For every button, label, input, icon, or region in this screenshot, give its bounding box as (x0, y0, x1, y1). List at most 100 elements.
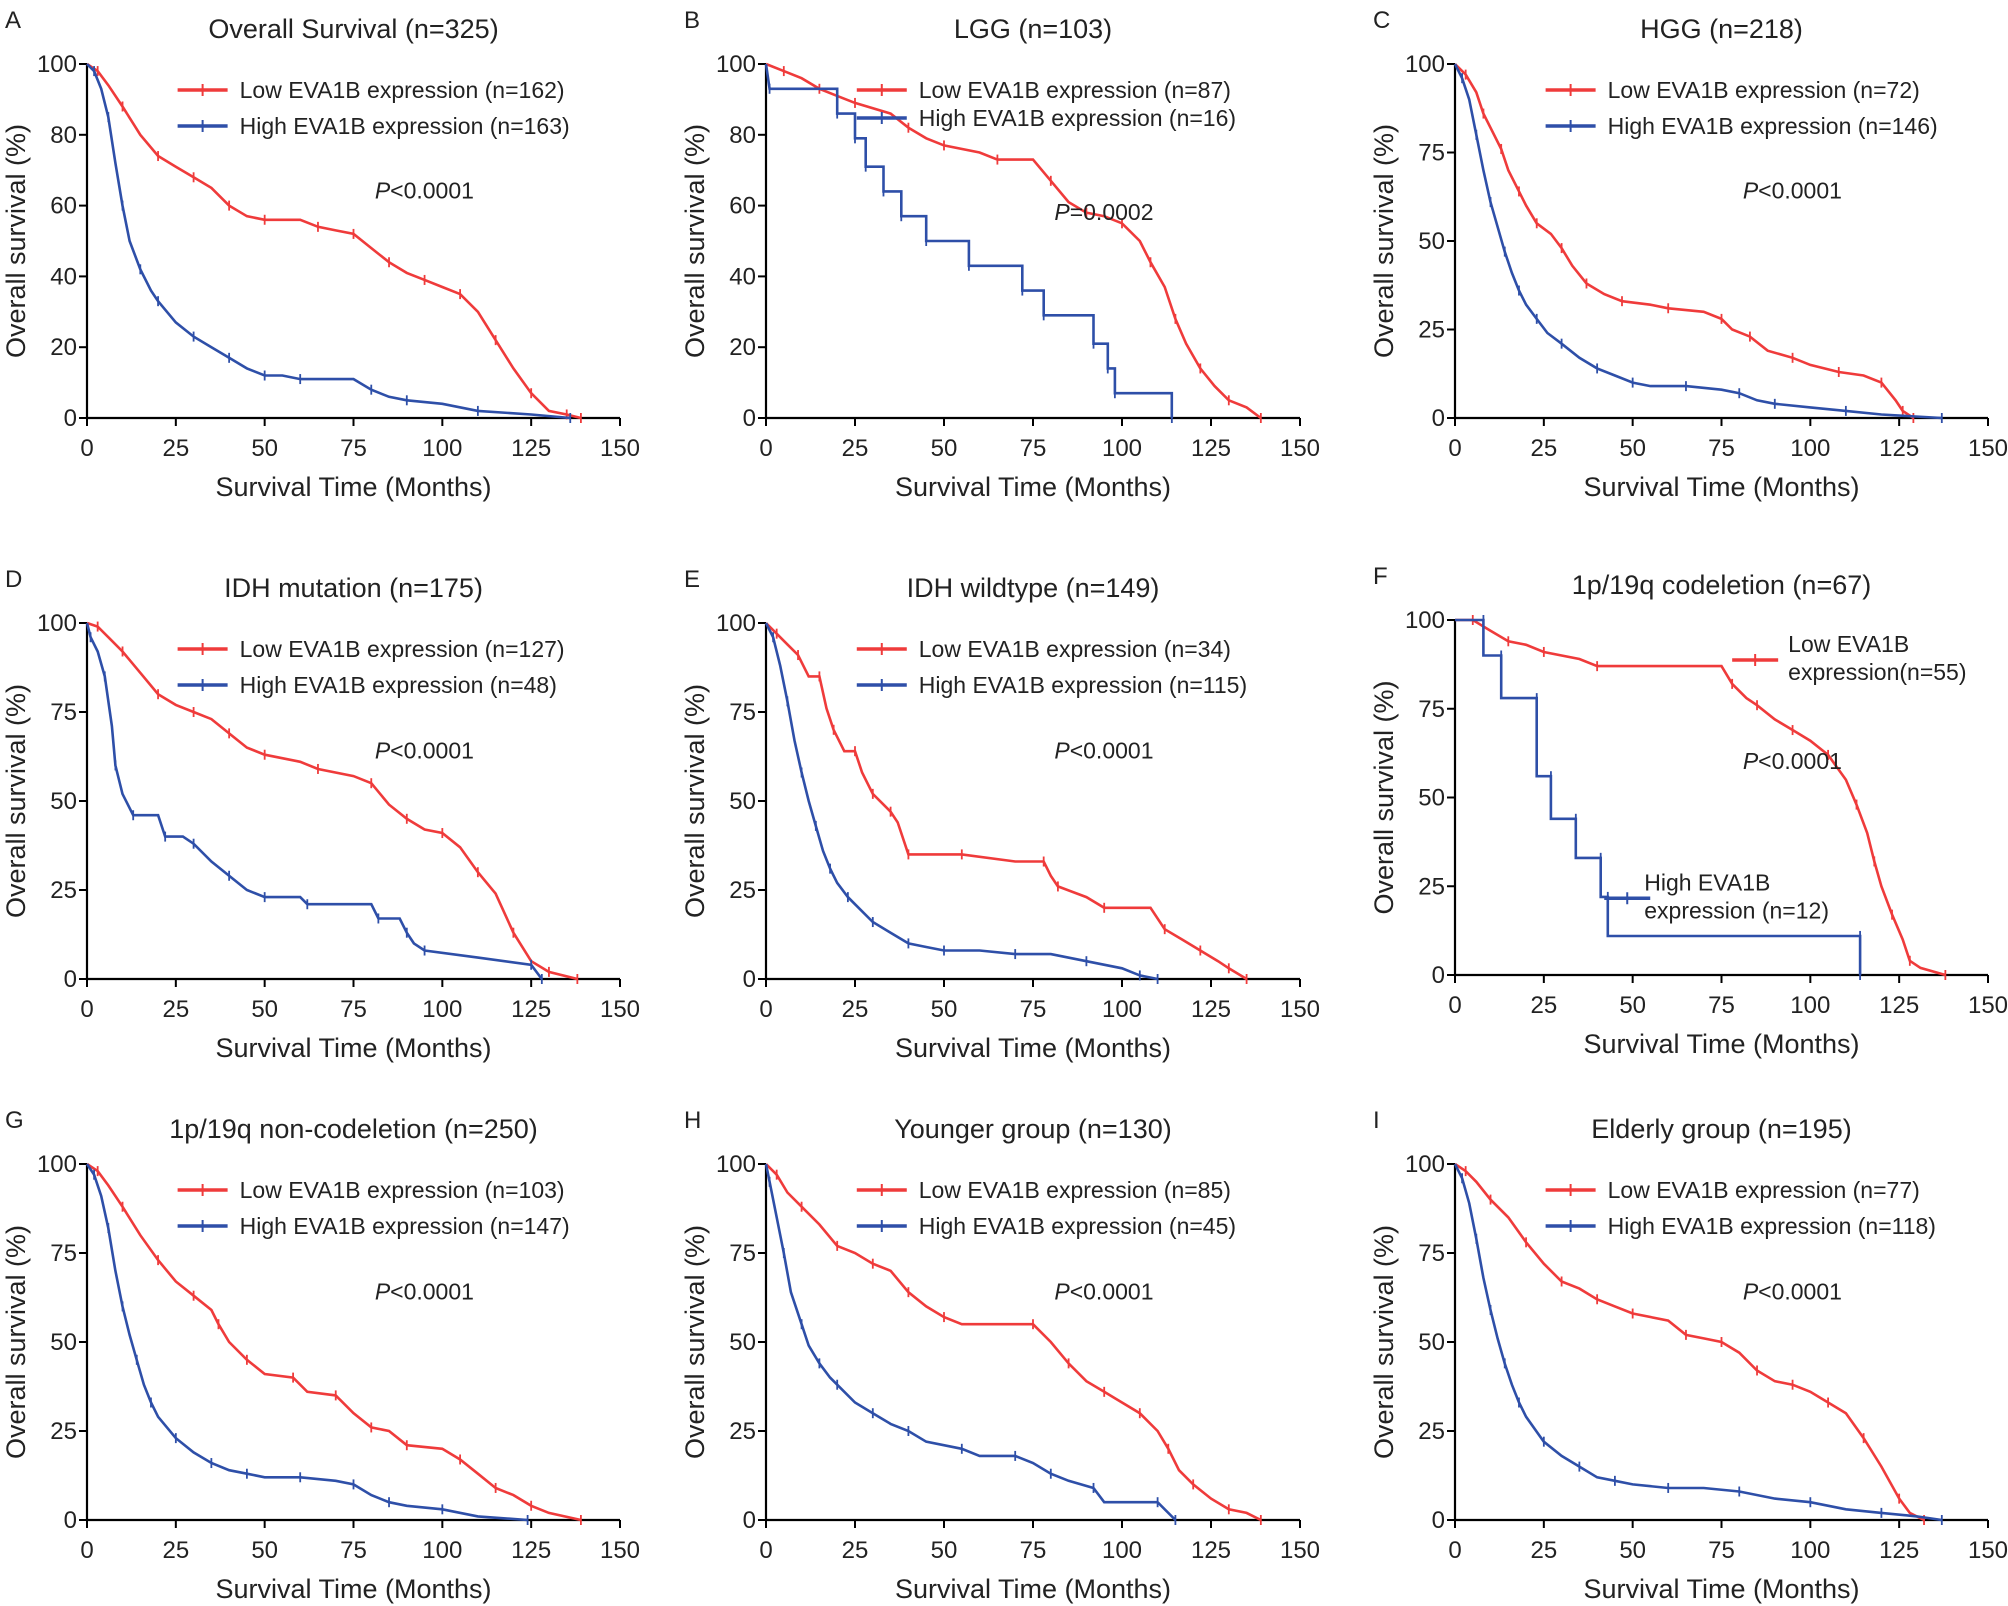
x-tick-label: 75 (1020, 1537, 1047, 1564)
y-tick-label: 25 (729, 1418, 756, 1445)
legend-label: High EVA1B expression (n=118) (1608, 1213, 1936, 1239)
panel-g: G 1p/19q non-codeletion (n=250) 0 25 50 75 100… (1, 1107, 640, 1604)
x-tick-label: 25 (162, 435, 189, 462)
x-tick-label: 125 (1191, 1537, 1231, 1564)
x-tick-label: 75 (340, 435, 367, 462)
chart-title: Younger group (n=130) (894, 1114, 1171, 1144)
x-tick-label: 150 (1968, 1537, 2008, 1564)
x-tick-label: 0 (1448, 1537, 1461, 1564)
y-tick-label: 50 (1418, 1329, 1445, 1356)
x-tick-label: 25 (1530, 435, 1557, 462)
km-curve-high (86, 63, 571, 420)
x-tick-label: 100 (1790, 992, 1830, 1019)
y-tick-label: 75 (50, 1240, 77, 1267)
legend-label: High EVA1B (1644, 869, 1770, 895)
legend-label: expression(n=55) (1788, 659, 1966, 685)
y-tick-label: 100 (37, 610, 77, 637)
km-curve-low (86, 1162, 582, 1522)
x-tick-label: 125 (511, 435, 551, 462)
y-tick-label: 100 (37, 51, 77, 78)
p-value: P<0.0001 (1743, 748, 1842, 774)
y-tick-label: 0 (64, 405, 77, 432)
p-value-symbol: P (1054, 1278, 1070, 1304)
x-tick-label: 50 (1619, 435, 1646, 462)
p-value-number: <0.0001 (1070, 1278, 1154, 1304)
chart-title: Overall Survival (n=325) (208, 14, 498, 44)
y-tick-label: 75 (1418, 140, 1445, 167)
y-tick-label: 40 (50, 263, 77, 290)
y-tick-label: 100 (1405, 607, 1445, 634)
p-value-number: <0.0001 (390, 737, 474, 763)
x-axis-label: Survival Time (Months) (1583, 472, 1859, 502)
x-tick-label: 25 (162, 1537, 189, 1564)
x-tick-label: 150 (600, 1537, 640, 1564)
x-tick-label: 0 (80, 435, 93, 462)
x-tick-label: 75 (340, 996, 367, 1023)
x-tick-label: 150 (1280, 996, 1320, 1023)
km-curve-high (1453, 63, 1942, 420)
x-tick-label: 0 (1448, 992, 1461, 1019)
x-tick-label: 0 (80, 996, 93, 1023)
x-tick-label: 100 (1102, 1537, 1142, 1564)
km-curve-high (764, 1163, 1177, 1521)
p-value: P=0.0002 (1054, 199, 1153, 225)
panel-h: H Younger group (n=130) 0 25 50 75 100 0 25 50 75 1… (680, 1107, 1320, 1604)
x-tick-label: 75 (1708, 1537, 1735, 1564)
p-value: P<0.0001 (1054, 1278, 1153, 1304)
x-tick-label: 25 (1530, 992, 1557, 1019)
p-value-number: <0.0001 (1758, 748, 1842, 774)
x-tick-label: 25 (842, 435, 869, 462)
y-tick-label: 50 (50, 788, 77, 815)
legend-label: expression (n=12) (1644, 897, 1829, 923)
legend-label: Low EVA1B expression (n=34) (919, 636, 1231, 662)
panel-label: C (1373, 7, 1390, 34)
p-value-symbol: P (375, 737, 391, 763)
p-value-number: <0.0001 (1070, 737, 1154, 763)
chart-title: Elderly group (n=195) (1591, 1114, 1851, 1144)
panel-label: A (5, 7, 21, 34)
x-tick-label: 0 (759, 996, 772, 1023)
y-tick-label: 20 (729, 334, 756, 361)
y-tick-label: 50 (1418, 228, 1445, 255)
x-axis-label: Survival Time (Months) (895, 1574, 1171, 1604)
km-curve-low (1455, 618, 1946, 977)
panel-c: C HGG (n=218) 0 25 50 75 100 0 25 50 75 100 125 150 Su… (1369, 7, 2008, 502)
x-tick-label: 0 (80, 1537, 93, 1564)
x-tick-label: 50 (1619, 1537, 1646, 1564)
y-tick-label: 0 (743, 966, 756, 993)
x-axis-label: Survival Time (Months) (215, 1574, 491, 1604)
p-value-symbol: P (1743, 1278, 1759, 1304)
x-tick-label: 100 (1102, 996, 1142, 1023)
y-tick-label: 0 (1432, 405, 1445, 432)
legend-label: High EVA1B expression (n=163) (240, 113, 570, 139)
x-tick-label: 150 (600, 996, 640, 1023)
y-tick-label: 25 (729, 877, 756, 904)
p-value-symbol: P (375, 1278, 391, 1304)
km-curve-high (1455, 618, 1862, 975)
y-tick-label: 50 (729, 1329, 756, 1356)
p-value: P<0.0001 (1054, 737, 1153, 763)
y-tick-label: 0 (1432, 1507, 1445, 1534)
panel-f: F 1p/19q codeletion (n=67) 0 25 50 75 100 0 25 50… (1369, 563, 2008, 1059)
panel-label: I (1373, 1107, 1380, 1134)
y-tick-label: 75 (729, 699, 756, 726)
x-tick-label: 25 (1530, 1537, 1557, 1564)
legend-label: High EVA1B expression (n=48) (240, 672, 557, 698)
x-tick-label: 150 (1968, 992, 2008, 1019)
x-tick-label: 75 (1708, 992, 1735, 1019)
panel-d: D IDH mutation (n=175) 0 25 50 75 100 0 25 50 75 10… (1, 566, 640, 1063)
p-value: P<0.0001 (375, 178, 474, 204)
y-tick-label: 0 (743, 1507, 756, 1534)
y-tick-label: 0 (743, 405, 756, 432)
y-tick-label: 25 (1418, 317, 1445, 344)
x-tick-label: 75 (1020, 435, 1047, 462)
y-axis-label: Overall survival (%) (680, 684, 710, 918)
x-tick-label: 150 (1280, 1537, 1320, 1564)
x-axis-label: Survival Time (Months) (215, 1033, 491, 1063)
panel-label: E (684, 566, 700, 593)
km-curve-low (1454, 1162, 1925, 1522)
p-value: P<0.0001 (375, 737, 474, 763)
panel-b: B LGG (n=103) 0 20 40 60 80 100 0 25 50 75 100 125 150… (680, 7, 1320, 502)
x-tick-label: 125 (1879, 435, 1919, 462)
